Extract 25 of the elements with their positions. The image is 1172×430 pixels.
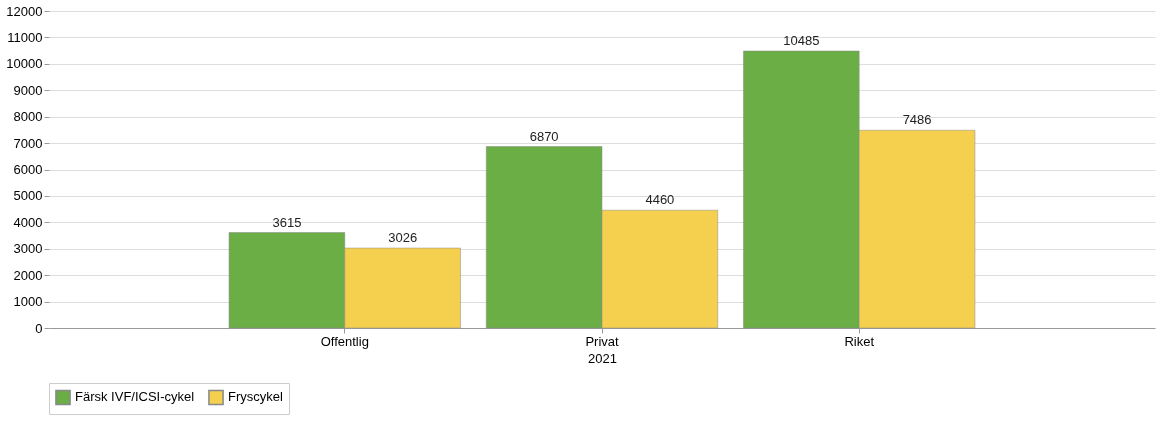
- data-label: 6870: [529, 128, 559, 144]
- x-tick-label: Privat: [585, 333, 619, 349]
- y-tick-label: 6000: [13, 162, 43, 177]
- y-tick-label: 0: [35, 320, 43, 336]
- y-tick-label: 2000: [13, 267, 43, 283]
- y-tick-label: 1000: [13, 294, 43, 310]
- y-tick-label: 7000: [13, 135, 43, 151]
- y-tick-label: 11000: [7, 29, 43, 45]
- data-label: 3615: [272, 214, 302, 230]
- legend-label: Fryscykel: [228, 389, 283, 405]
- y-tick-label: 9000: [13, 82, 43, 98]
- data-label: 4460: [645, 192, 675, 208]
- data-label: 7486: [902, 112, 932, 128]
- data-label: 3026: [388, 230, 418, 246]
- y-tick-label: 12000: [6, 3, 43, 19]
- legend-label: Färsk IVF/ICSI-cykel: [75, 389, 195, 405]
- y-tick-label: 5000: [13, 188, 43, 204]
- y-tick-label: 8000: [13, 109, 43, 125]
- data-label: 10485: [783, 33, 820, 49]
- y-tick-label: 10000: [6, 56, 43, 72]
- y-tick-label: 3000: [13, 241, 43, 257]
- x-axis-title: 2021: [588, 350, 617, 366]
- x-tick-label: Riket: [844, 333, 875, 349]
- x-tick-label: Offentlig: [320, 333, 369, 349]
- y-tick-label: 4000: [13, 214, 43, 230]
